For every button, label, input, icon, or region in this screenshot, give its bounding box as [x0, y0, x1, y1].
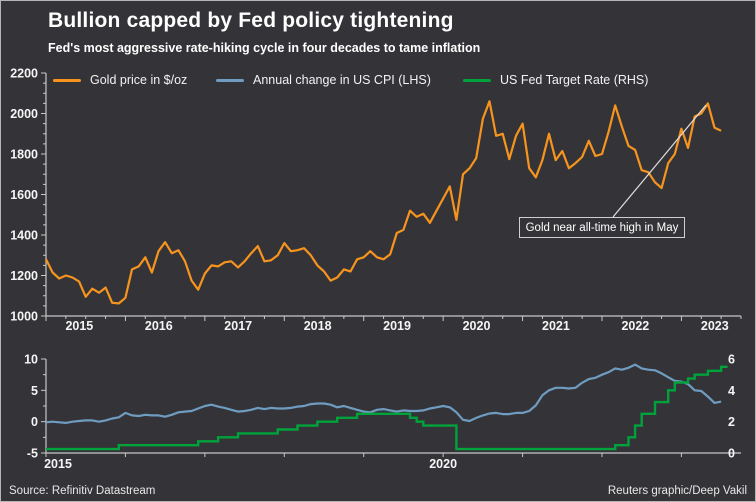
- top-y-tick-label: 1800: [10, 148, 38, 162]
- fed-rate-step-line: [46, 365, 728, 451]
- bottom-x-tick-label: 2015: [44, 457, 72, 471]
- top-x-tick-label: 2020: [463, 319, 491, 333]
- bottom-y-right-label: 0: [728, 447, 735, 461]
- legend-item-2: US Fed Target Rate (RHS): [463, 72, 648, 88]
- bottom-y-right-label: 4: [728, 384, 735, 398]
- annotation-callout: Gold near all-time high in May: [519, 217, 685, 238]
- cpi-line: [45, 363, 722, 424]
- top-y-tick-label: 1400: [10, 229, 38, 243]
- legend-item-1: Annual change in US CPI (LHS): [216, 72, 431, 88]
- top-y-tick-label: 2200: [10, 67, 38, 81]
- legend-item-0: Gold price in $/oz: [53, 72, 187, 88]
- top-y-tick-label: 2000: [10, 107, 38, 121]
- bottom-x-tick-label: 2020: [429, 457, 457, 471]
- page-subtitle: Fed's most aggressive rate-hiking cycle …: [48, 41, 481, 55]
- top-x-tick-label: 2018: [304, 319, 332, 333]
- top-y-tick-label: 1200: [10, 269, 38, 283]
- legend-swatch-icon: [53, 78, 81, 82]
- legend-swatch-icon: [216, 78, 244, 82]
- bottom-y-left-label: 10: [24, 353, 38, 367]
- bottom-y-right-label: 6: [728, 353, 735, 367]
- annotation-pointer-line: [612, 104, 707, 218]
- page-title: Bullion capped by Fed policy tightening: [48, 9, 454, 32]
- legend: Gold price in $/oz Annual change in US CP…: [1, 72, 755, 88]
- legend-label: US Fed Target Rate (RHS): [500, 73, 649, 87]
- bottom-y-right-label: 2: [728, 415, 735, 429]
- top-x-tick-label: 2015: [65, 319, 93, 333]
- top-x-tick-label: 2023: [701, 319, 729, 333]
- credit-note: Reuters graphic/Deep Vakil: [607, 485, 747, 497]
- source-note: Source: Refinitiv Datastream: [9, 485, 156, 497]
- top-x-tick-label: 2019: [383, 319, 411, 333]
- legend-swatch-icon: [463, 78, 491, 82]
- legend-label: Annual change in US CPI (LHS): [253, 73, 431, 87]
- top-y-tick-label: 1600: [10, 188, 38, 202]
- bottom-y-left-label: -5: [27, 447, 38, 461]
- bottom-y-left-label: 5: [31, 384, 38, 398]
- top-x-tick-label: 2016: [145, 319, 173, 333]
- legend-label: Gold price in $/oz: [90, 73, 188, 87]
- top-x-tick-label: 2022: [621, 319, 649, 333]
- gold-price-line: [45, 100, 722, 305]
- top-x-tick-label: 2017: [224, 319, 252, 333]
- top-y-tick-label: 1000: [10, 310, 38, 324]
- top-x-tick-label: 2021: [542, 319, 570, 333]
- bottom-y-left-label: 0: [31, 415, 38, 429]
